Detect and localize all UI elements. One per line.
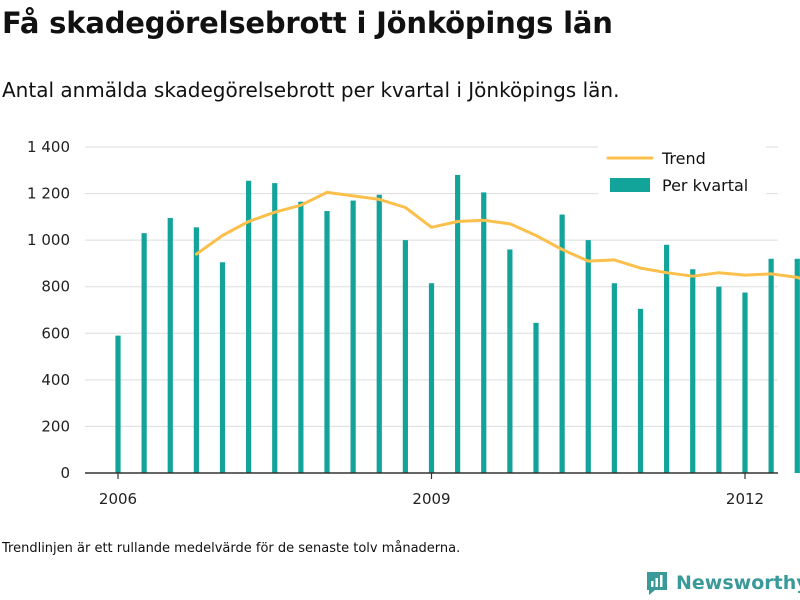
trend-layer: [194, 190, 800, 280]
y-tick-label: 1 400: [27, 138, 70, 156]
y-tick-label: 400: [41, 371, 70, 389]
chart-subtitle: Antal anmälda skadegörelsebrott per kvar…: [2, 78, 620, 102]
bar: [768, 258, 774, 473]
y-tick-label: 1 200: [27, 185, 70, 203]
bar: [716, 286, 722, 473]
bar: [507, 249, 513, 473]
bar: [742, 292, 748, 473]
y-tick-label: 0: [60, 464, 70, 482]
bars-layer: [115, 174, 800, 474]
bar: [794, 258, 800, 473]
x-tick-label: 2012: [726, 490, 764, 508]
bar: [690, 269, 696, 473]
bar: [376, 194, 382, 473]
y-tick-label: 200: [41, 417, 70, 435]
trend-line: [194, 190, 800, 280]
bar: [272, 183, 278, 473]
bar: [219, 262, 226, 473]
footnote: Trendlinjen är ett rullande medelvärde f…: [2, 541, 461, 556]
bar: [533, 322, 539, 473]
bar: [141, 233, 147, 473]
bar: [193, 227, 199, 473]
x-tick-label: 2006: [99, 490, 137, 508]
bar: [481, 192, 487, 473]
chart: 0 200 400 600 800 1 000 1 200 1 400 2006 2009 2012…: [27, 138, 800, 508]
legend-bar-swatch: [610, 178, 650, 192]
y-tick-label: 600: [41, 324, 70, 342]
bar: [455, 174, 461, 473]
newsworthy-logo-icon: [647, 572, 667, 595]
bar: [559, 214, 565, 473]
bar: [585, 240, 591, 473]
bar: [664, 244, 670, 473]
brand-name: Newsworthy: [676, 572, 800, 594]
legend-background: [598, 145, 766, 203]
brand-logo: Newsworthy: [645, 568, 800, 598]
axis-layer: 0 200 400 600 800 1 000 1 200 1 400 2006 2009 2012…: [27, 138, 778, 508]
legend-trend-label: Trend: [661, 149, 706, 168]
bar: [428, 283, 435, 473]
bar: [402, 240, 408, 473]
bar: [324, 211, 330, 473]
bar: [246, 180, 252, 473]
bar: [298, 201, 304, 473]
y-tick-label: 800: [41, 278, 70, 296]
legend-bar-label: Per kvartal: [662, 176, 748, 195]
bar: [611, 283, 617, 473]
x-tick-label: 2009: [412, 490, 450, 508]
bar: [350, 200, 356, 474]
legend: Trend Per kvartal: [598, 145, 766, 203]
bar: [637, 308, 644, 473]
bar: [115, 335, 121, 473]
chart-title: Få skadegörelsebrott i Jönköpings län: [2, 6, 613, 40]
y-tick-label: 1 000: [27, 231, 70, 249]
bar: [167, 218, 173, 473]
